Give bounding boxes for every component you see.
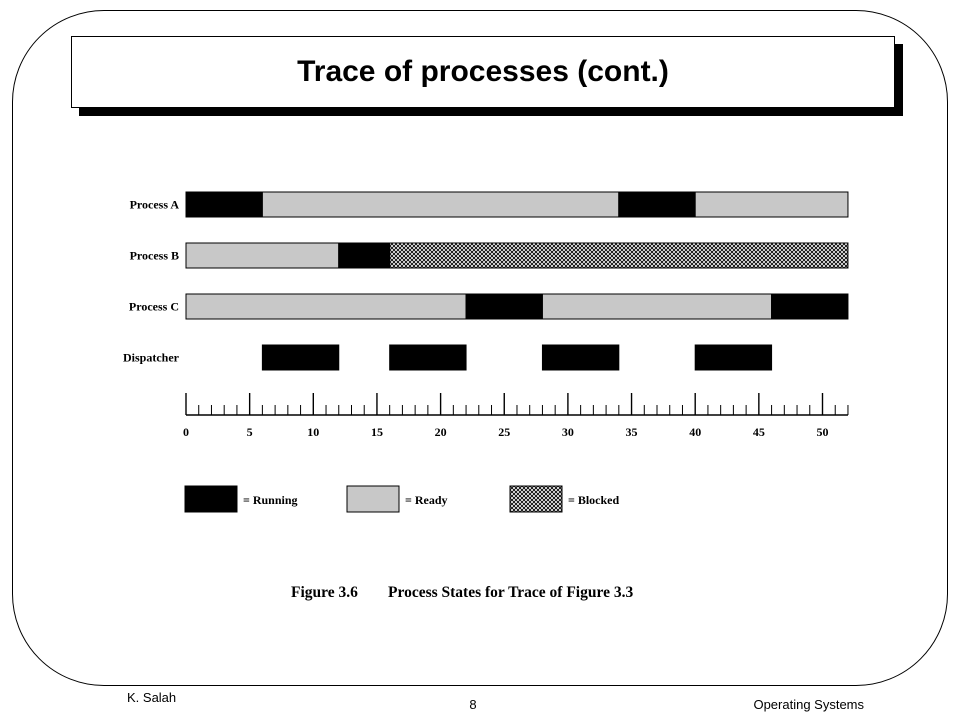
segment-running bbox=[389, 344, 467, 371]
legend-item-ready: = Ready bbox=[346, 485, 448, 513]
segment-running bbox=[465, 293, 543, 320]
row-label: Process A bbox=[130, 198, 180, 212]
figure-caption-label: Figure 3.6 bbox=[291, 584, 358, 601]
segment-running bbox=[618, 191, 696, 218]
footer-course: Operating Systems bbox=[753, 697, 864, 712]
tick-label: 45 bbox=[753, 425, 765, 439]
legend-label: = Blocked bbox=[568, 493, 620, 507]
segment-running bbox=[771, 293, 849, 320]
segment-ready bbox=[185, 293, 467, 320]
segment-running bbox=[185, 191, 263, 218]
legend-swatch-running bbox=[184, 485, 238, 513]
legend-swatch-ready bbox=[346, 485, 400, 513]
segment-ready bbox=[694, 191, 849, 218]
row-process-a: Process A bbox=[130, 191, 849, 218]
time-axis: 0 5 10 15 20 25 30 35 40 45 50 bbox=[183, 393, 849, 439]
footer-author: K. Salah bbox=[127, 690, 177, 705]
legend-item-running: = Running bbox=[184, 485, 298, 513]
tick-label: 30 bbox=[562, 425, 574, 439]
tick-label: 35 bbox=[626, 425, 638, 439]
row-label: Process C bbox=[129, 300, 179, 314]
row-label: Dispatcher bbox=[123, 351, 180, 365]
segment-running bbox=[694, 344, 773, 371]
title-box: Trace of processes (cont.) bbox=[71, 36, 895, 108]
tick-label: 10 bbox=[307, 425, 319, 439]
segment-running bbox=[541, 344, 620, 371]
tick-label: 20 bbox=[435, 425, 447, 439]
tick-label: 50 bbox=[817, 425, 829, 439]
segment-ready bbox=[185, 242, 340, 269]
row-process-b: Process B bbox=[130, 242, 849, 269]
tick-label: 15 bbox=[371, 425, 383, 439]
tick-label: 0 bbox=[183, 425, 189, 439]
segment-running bbox=[338, 242, 391, 269]
row-process-c: Process C bbox=[129, 293, 849, 320]
slide-title: Trace of processes (cont.) bbox=[297, 55, 669, 88]
legend: = Running = Ready = Blocked bbox=[184, 485, 620, 513]
figure-caption-text: Process States for Trace of Figure 3.3 bbox=[388, 584, 633, 601]
segment-running bbox=[261, 344, 340, 371]
footer-page-number: 8 bbox=[469, 697, 477, 712]
slide-frame bbox=[12, 10, 948, 686]
legend-swatch-blocked bbox=[509, 485, 563, 513]
tick-label: 5 bbox=[247, 425, 253, 439]
segment-ready bbox=[541, 293, 773, 320]
row-label: Process B bbox=[130, 249, 179, 263]
tick-label: 25 bbox=[498, 425, 510, 439]
timeline-rows: Process A Process B Process C Dispatcher bbox=[123, 191, 849, 371]
row-dispatcher: Dispatcher bbox=[123, 344, 773, 371]
legend-item-blocked: = Blocked bbox=[509, 485, 620, 513]
legend-label: = Running bbox=[243, 493, 298, 507]
segment-blocked bbox=[389, 242, 849, 269]
segment-ready bbox=[261, 191, 620, 218]
legend-label: = Ready bbox=[405, 493, 448, 507]
tick-label: 40 bbox=[689, 425, 701, 439]
